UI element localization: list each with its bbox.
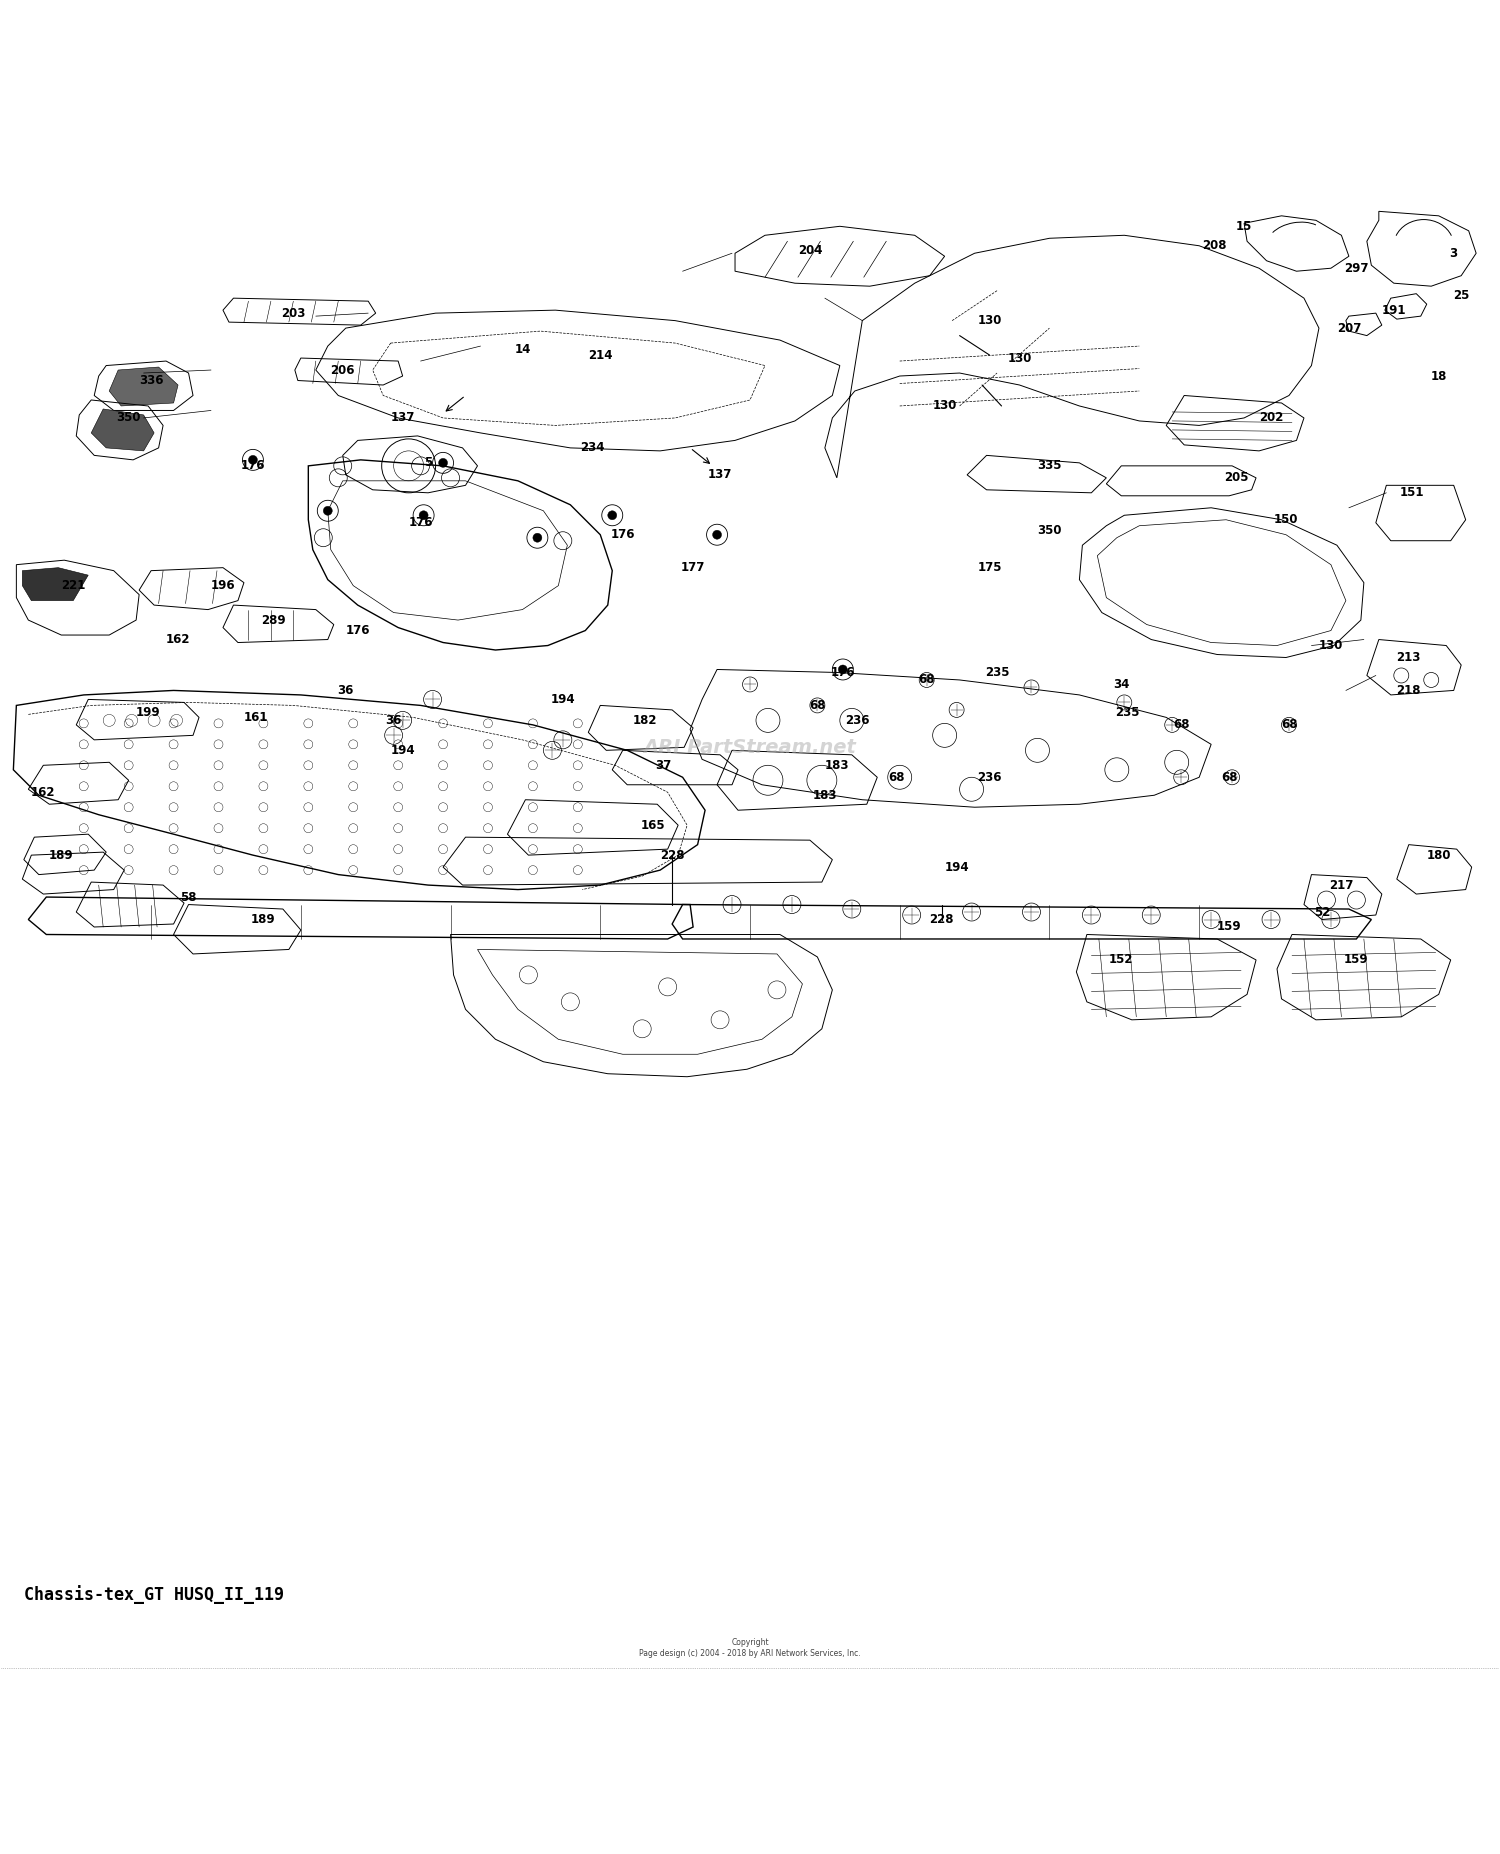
Text: 18: 18 (1431, 369, 1448, 382)
Text: 152: 152 (1108, 953, 1134, 966)
Text: 217: 217 (1329, 879, 1353, 892)
Text: 130: 130 (933, 399, 957, 412)
Text: 68: 68 (918, 673, 934, 686)
Circle shape (839, 666, 848, 675)
Text: 297: 297 (1344, 261, 1368, 274)
Text: 235: 235 (986, 666, 1010, 679)
Text: 289: 289 (261, 614, 286, 627)
Text: 14: 14 (514, 343, 531, 356)
Text: 177: 177 (681, 562, 705, 575)
Text: Chassis-tex_GT HUSQ_II_119: Chassis-tex_GT HUSQ_II_119 (24, 1585, 284, 1604)
Text: 228: 228 (930, 912, 954, 925)
Text: 208: 208 (1202, 239, 1227, 252)
Text: 203: 203 (280, 306, 306, 319)
Text: 202: 202 (1258, 412, 1282, 425)
Text: 199: 199 (136, 706, 160, 719)
Text: 194: 194 (945, 860, 969, 873)
Text: 3: 3 (1449, 247, 1458, 260)
Polygon shape (92, 410, 154, 451)
Text: 130: 130 (978, 313, 1002, 326)
Text: 68: 68 (1221, 771, 1238, 784)
Text: 37: 37 (656, 758, 672, 771)
Text: 206: 206 (330, 363, 356, 376)
Text: 25: 25 (1454, 289, 1470, 302)
Text: 213: 213 (1396, 651, 1420, 664)
Text: 68: 68 (1281, 717, 1298, 730)
Text: 207: 207 (1336, 321, 1360, 334)
Text: 58: 58 (180, 890, 196, 903)
Text: 218: 218 (1396, 684, 1420, 697)
Polygon shape (110, 367, 178, 406)
Text: 130: 130 (1318, 640, 1342, 653)
Text: 5: 5 (424, 456, 432, 469)
Text: 68: 68 (808, 699, 825, 712)
Circle shape (438, 458, 447, 467)
Text: 175: 175 (978, 562, 1002, 575)
Circle shape (419, 510, 428, 519)
Text: 68: 68 (888, 771, 904, 784)
Circle shape (249, 456, 258, 464)
Text: 36: 36 (386, 714, 402, 727)
Text: 194: 194 (550, 693, 574, 706)
Text: 137: 137 (390, 412, 416, 425)
Polygon shape (22, 567, 88, 601)
Text: ARI PartStream.net: ARI PartStream.net (644, 738, 856, 756)
Text: 183: 183 (813, 788, 837, 801)
Text: 36: 36 (338, 684, 354, 697)
Text: 205: 205 (1224, 471, 1250, 484)
Text: 183: 183 (825, 758, 849, 771)
Text: 151: 151 (1400, 486, 1423, 499)
Text: 137: 137 (708, 469, 732, 482)
Text: 350: 350 (117, 412, 141, 425)
Text: 159: 159 (1344, 953, 1368, 966)
Text: 335: 335 (1036, 460, 1062, 473)
Text: 180: 180 (1426, 849, 1450, 862)
Text: 221: 221 (62, 578, 86, 591)
Text: 15: 15 (1236, 221, 1252, 234)
Text: 350: 350 (1036, 523, 1062, 538)
Text: 176: 176 (345, 625, 370, 638)
Text: 204: 204 (798, 243, 822, 256)
Text: 176: 176 (240, 460, 266, 473)
Text: 336: 336 (140, 375, 164, 387)
Text: 234: 234 (580, 441, 604, 454)
Text: 214: 214 (588, 349, 612, 362)
Text: 176: 176 (831, 666, 855, 679)
Text: 130: 130 (1008, 352, 1032, 365)
Text: 194: 194 (390, 743, 416, 756)
Text: 159: 159 (1216, 920, 1242, 934)
Text: 189: 189 (50, 849, 74, 862)
Text: 162: 162 (32, 786, 56, 799)
Text: 196: 196 (210, 578, 236, 591)
Text: 162: 162 (166, 632, 190, 645)
Text: 52: 52 (1314, 905, 1330, 918)
Circle shape (608, 510, 616, 519)
Text: 176: 176 (408, 515, 434, 528)
Text: 176: 176 (610, 528, 634, 541)
Text: 228: 228 (660, 849, 684, 862)
Text: 34: 34 (1113, 679, 1130, 692)
Text: 236: 236 (978, 771, 1002, 784)
Text: 150: 150 (1274, 514, 1299, 527)
Text: 191: 191 (1382, 304, 1406, 317)
Text: Copyright
Page design (c) 2004 - 2018 by ARI Network Services, Inc.: Copyright Page design (c) 2004 - 2018 by… (639, 1639, 861, 1657)
Text: 235: 235 (1114, 706, 1140, 719)
Text: 165: 165 (640, 819, 664, 832)
Circle shape (324, 506, 333, 515)
Text: 68: 68 (1173, 717, 1190, 730)
Circle shape (712, 530, 722, 540)
Text: 236: 236 (846, 714, 870, 727)
Text: 161: 161 (243, 710, 268, 723)
Text: 182: 182 (633, 714, 657, 727)
Circle shape (532, 534, 542, 541)
Text: 189: 189 (251, 912, 276, 925)
